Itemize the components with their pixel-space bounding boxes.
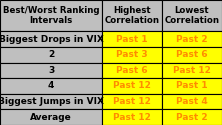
- Bar: [162, 94, 222, 109]
- Text: Lowest
Correlation: Lowest Correlation: [165, 6, 220, 25]
- Bar: [0, 109, 102, 125]
- Bar: [102, 62, 162, 78]
- Text: Past 6: Past 6: [116, 66, 148, 75]
- Text: Past 1: Past 1: [176, 82, 208, 90]
- Bar: [0, 0, 102, 31]
- Text: Past 12: Past 12: [113, 82, 151, 90]
- Bar: [0, 31, 102, 47]
- Bar: [0, 47, 102, 62]
- Bar: [0, 62, 102, 78]
- Text: Past 12: Past 12: [113, 113, 151, 122]
- Text: 2: 2: [48, 50, 54, 59]
- Text: 3: 3: [48, 66, 54, 75]
- Text: Past 6: Past 6: [176, 50, 208, 59]
- Text: Best/Worst Ranking
Intervals: Best/Worst Ranking Intervals: [3, 6, 99, 25]
- Text: Biggest Drops in VIX: Biggest Drops in VIX: [0, 34, 103, 44]
- Bar: [162, 78, 222, 94]
- Bar: [162, 0, 222, 31]
- Bar: [162, 31, 222, 47]
- Text: Past 3: Past 3: [116, 50, 148, 59]
- Text: Average: Average: [30, 113, 72, 122]
- Bar: [0, 94, 102, 109]
- Bar: [102, 78, 162, 94]
- Text: Past 1: Past 1: [116, 34, 148, 44]
- Bar: [162, 62, 222, 78]
- Bar: [162, 109, 222, 125]
- Bar: [102, 94, 162, 109]
- Text: Past 2: Past 2: [176, 34, 208, 44]
- Text: Past 2: Past 2: [176, 113, 208, 122]
- Text: Past 12: Past 12: [173, 66, 211, 75]
- Text: 4: 4: [48, 82, 54, 90]
- Text: Biggest Jumps in VIX: Biggest Jumps in VIX: [0, 97, 104, 106]
- Bar: [102, 0, 162, 31]
- Bar: [102, 31, 162, 47]
- Bar: [102, 109, 162, 125]
- Bar: [0, 78, 102, 94]
- Text: Past 12: Past 12: [113, 97, 151, 106]
- Text: Past 4: Past 4: [176, 97, 208, 106]
- Bar: [162, 47, 222, 62]
- Bar: [102, 47, 162, 62]
- Text: Highest
Correlation: Highest Correlation: [105, 6, 160, 25]
